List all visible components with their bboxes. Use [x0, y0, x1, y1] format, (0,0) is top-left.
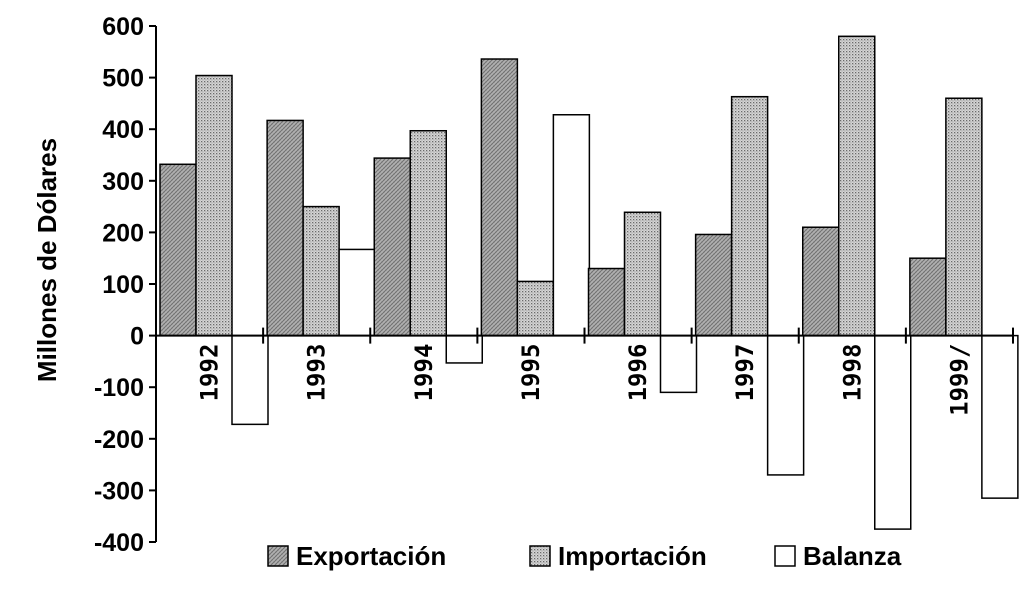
bar-balanza-1997 [766, 334, 805, 476]
bar-exportación-1997 [694, 233, 733, 337]
legend: Exportación Importación Balanza [267, 541, 902, 571]
x-axis-ticks [262, 327, 1014, 344]
bar-importación-1998 [838, 35, 876, 337]
bars [159, 35, 1019, 530]
bar-balanza-1992 [231, 334, 269, 426]
legend-swatch [267, 545, 289, 567]
bar-balanza-1998 [874, 334, 912, 530]
bar-exportación-1994 [373, 157, 411, 337]
y-tick-label: 100 [102, 271, 144, 299]
bar-exportación-1992 [159, 163, 197, 337]
category-label: 1992 [196, 344, 224, 402]
category-label: 1996 [624, 344, 652, 402]
bar-importación-1996 [623, 211, 662, 337]
y-tick-label: -200 [94, 426, 144, 454]
legend-label: Importación [558, 541, 707, 571]
category-label: 1999/ [945, 344, 973, 416]
bar-balanza-1996 [659, 334, 698, 394]
bar-balanza-1995 [552, 114, 591, 337]
y-tick-label: 200 [102, 219, 144, 247]
category-label: 1997 [731, 344, 759, 402]
legend-swatch [529, 545, 551, 567]
y-tick-label: -400 [94, 529, 144, 557]
category-label: 1993 [303, 344, 331, 402]
y-tick-label: -300 [94, 477, 144, 505]
bar-exportación-1993 [266, 119, 304, 337]
bar-balanza-1999 [981, 334, 1019, 499]
bar-exportación-1998 [802, 226, 840, 337]
bar-importación-1993 [302, 205, 340, 337]
y-axis-title: Millones de Dólares [32, 138, 62, 382]
y-tick-label: 300 [102, 168, 144, 196]
bar-exportación-1996 [587, 267, 626, 337]
bar-exportación-1999 [909, 257, 947, 337]
bar-importación-1994 [409, 129, 447, 337]
category-label: 1994 [410, 344, 438, 402]
legend-label: Balanza [803, 541, 902, 571]
y-tick-label: -100 [94, 374, 144, 402]
bar-importación-1999 [945, 97, 983, 337]
category-label: 1998 [838, 344, 866, 402]
y-tick-label: 400 [102, 116, 144, 144]
category-labels: 1992 1993 1994 1995 1996 1997 1998 1999/ [196, 344, 974, 416]
bar-importación-1995 [516, 280, 555, 337]
bar-importación-1992 [195, 74, 233, 337]
bar-balanza-1993 [338, 248, 376, 337]
legend-swatch [774, 545, 796, 567]
bar-importación-1997 [730, 95, 769, 337]
y-tick-label: 0 [130, 323, 144, 351]
y-axis-ticks: 600 500 400 300 200 100 0 -100 -200 -300 -400 [94, 13, 156, 557]
bar-exportación-1995 [480, 58, 519, 337]
category-label: 1995 [517, 344, 545, 402]
y-tick-label: 500 [102, 65, 144, 93]
y-tick-label: 600 [102, 13, 144, 41]
legend-label: Exportación [296, 541, 446, 571]
bar-balanza-1994 [445, 334, 483, 364]
